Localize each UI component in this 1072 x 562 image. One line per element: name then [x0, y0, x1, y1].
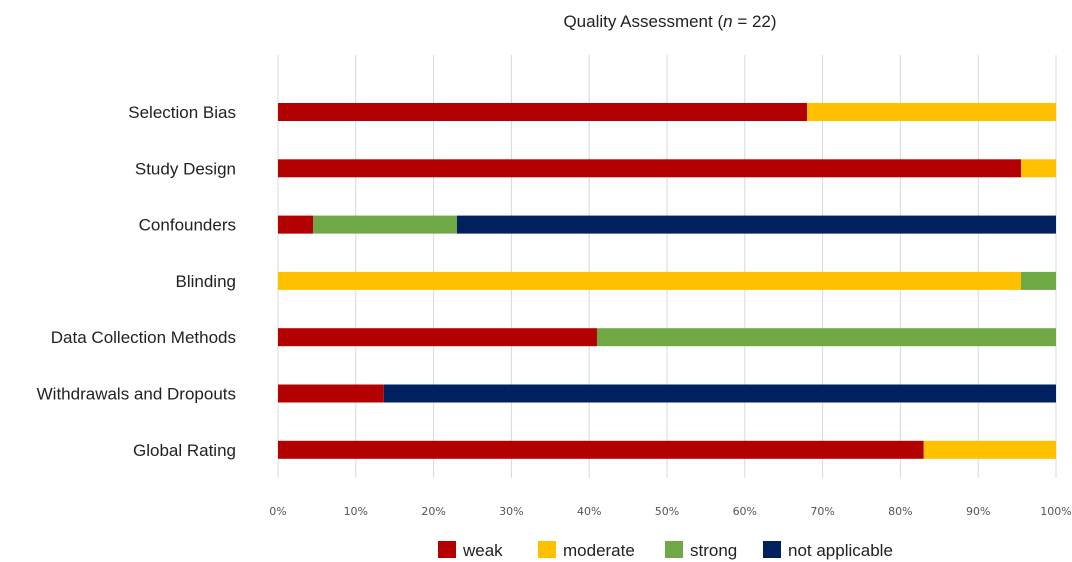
x-tick-label: 70% — [810, 505, 834, 518]
category-labels: Selection Bias Study Design Confounders Bli… — [37, 103, 236, 460]
bar-segment — [923, 440, 1056, 459]
x-tick-label: 20% — [421, 505, 445, 518]
legend-label: strong — [690, 541, 737, 560]
bar-segment — [596, 328, 1056, 347]
x-tick-label: 30% — [499, 505, 523, 518]
legend-label: moderate — [563, 541, 635, 560]
legend-label: not applicable — [788, 541, 893, 560]
category-label: Global Rating — [133, 441, 236, 460]
x-tick-label: 0% — [269, 505, 286, 518]
legend-swatch — [665, 541, 683, 558]
x-tick-label: 80% — [888, 505, 912, 518]
legend: weak moderate strong not applicable — [438, 541, 893, 560]
category-label: Withdrawals and Dropouts — [37, 385, 236, 404]
category-label: Blinding — [176, 272, 237, 291]
bar-segment — [456, 215, 1056, 234]
bar-segment — [278, 103, 808, 121]
bar-segment — [278, 328, 597, 347]
legend-label: weak — [462, 541, 503, 560]
x-tick-label: 60% — [733, 505, 757, 518]
bars — [278, 103, 1057, 459]
bar-segment — [278, 215, 314, 234]
bar-segment — [1020, 271, 1056, 290]
bar-segment — [278, 440, 924, 459]
bar-segment — [383, 384, 1057, 403]
legend-swatch — [438, 541, 456, 558]
chart-title: Quality Assessment (n = 22) — [563, 12, 776, 31]
bar-segment — [278, 271, 1021, 290]
category-label: Confounders — [139, 216, 236, 235]
x-tick-label: 90% — [966, 505, 990, 518]
bar-segment — [278, 159, 1021, 178]
legend-swatch — [763, 541, 781, 558]
x-tick-label: 50% — [655, 505, 679, 518]
x-tick-label: 10% — [344, 505, 368, 518]
x-tick-label: 40% — [577, 505, 601, 518]
legend-swatch — [538, 541, 556, 558]
bar-segment — [278, 384, 384, 403]
x-axis-tick-labels: 0% 10% 20% 30% 40% 50% 60% 70% 80% 90% 100% — [269, 505, 1071, 518]
bar-segment — [313, 215, 457, 234]
category-label: Selection Bias — [128, 103, 236, 122]
gridlines — [277, 55, 1057, 478]
x-tick-label: 100% — [1040, 505, 1071, 518]
category-label: Study Design — [135, 159, 236, 178]
bar-segment — [807, 103, 1056, 121]
bar-segment — [1020, 159, 1056, 178]
category-label: Data Collection Methods — [51, 328, 236, 347]
